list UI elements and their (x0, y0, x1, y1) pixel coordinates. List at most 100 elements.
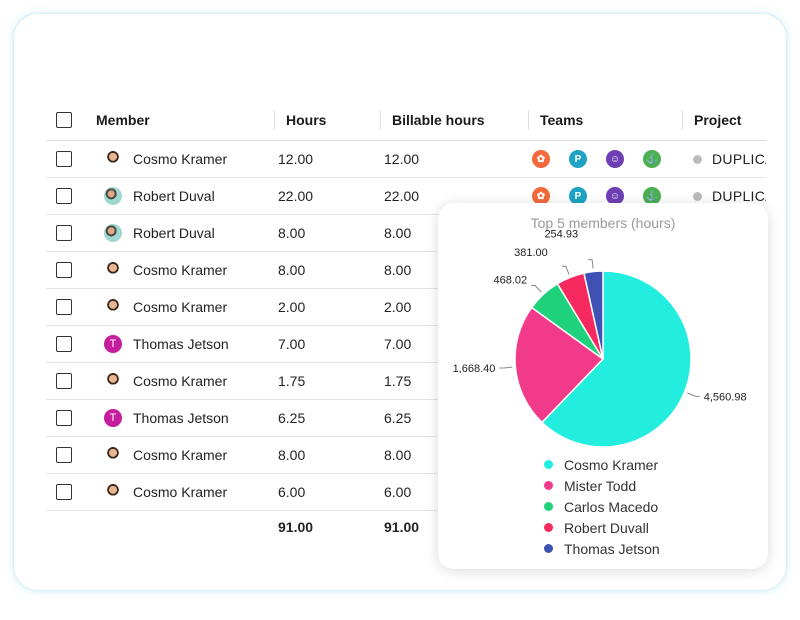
member-cell: T Thomas Jetson (96, 326, 229, 362)
team-orange-icon[interactable]: ✿ (532, 187, 550, 205)
team-anchor-icon[interactable]: ⚓ (643, 187, 661, 205)
member-name: Thomas Jetson (133, 336, 229, 352)
legend-label: Robert Duvall (564, 519, 649, 536)
legend-swatch (544, 544, 553, 553)
project-name[interactable]: DUPLICAT (712, 151, 766, 167)
column-header-billable[interactable]: Billable hours (392, 112, 485, 128)
hours-value: 6.00 (278, 484, 306, 500)
chart-title: Top 5 members (hours) (530, 215, 676, 231)
billable-value: 2.00 (384, 299, 412, 315)
member-name: Thomas Jetson (133, 410, 229, 426)
member-cell: Cosmo Kramer (96, 252, 227, 288)
member-cell: Cosmo Kramer (96, 289, 227, 325)
hours-value: 1.75 (278, 373, 306, 389)
row-checkbox-cell (56, 252, 72, 288)
table-row: Cosmo Kramer 6.00 6.00 (46, 474, 766, 511)
member-cell: Robert Duval (96, 178, 215, 214)
team-p-icon[interactable]: P (569, 150, 587, 168)
legend-label: Carlos Macedo (564, 498, 659, 515)
pie-chart: 4,560.98 1,668.40 468.02 381.00 254.93 (453, 229, 747, 448)
team-p-icon[interactable]: P (569, 187, 587, 205)
column-divider (682, 110, 683, 130)
row-checkbox-cell (56, 363, 72, 399)
member-cell: Cosmo Kramer (96, 363, 227, 399)
avatar (104, 187, 122, 205)
total-billable: 91.00 (384, 519, 420, 535)
row-checkbox[interactable] (56, 299, 72, 315)
billable-value: 22.00 (384, 188, 420, 204)
avatar (104, 261, 122, 279)
avatar (104, 446, 122, 464)
pie-slice[interactable] (583, 270, 604, 360)
row-checkbox-cell (56, 215, 72, 251)
team-anchor-icon[interactable]: ⚓ (643, 150, 661, 168)
column-header-teams[interactable]: Teams (540, 112, 584, 128)
row-checkbox[interactable] (56, 447, 72, 463)
member-cell: T Thomas Jetson (96, 400, 229, 436)
row-checkbox-cell (56, 289, 72, 325)
row-checkbox[interactable] (56, 410, 72, 426)
legend-item[interactable]: Cosmo Kramer (544, 454, 660, 475)
row-checkbox[interactable] (56, 484, 72, 500)
avatar (104, 298, 122, 316)
slice-label: 1,668.40 (453, 363, 496, 375)
select-all-checkbox[interactable] (56, 112, 72, 128)
table-row: Robert Duval 22.00 22.00 ✿ P ☺ ⚓ DUPLICAT (46, 178, 766, 215)
row-checkbox[interactable] (56, 225, 72, 241)
teams-cell: ✿ P ☺ ⚓ (532, 141, 661, 177)
table-row: Cosmo Kramer 12.00 12.00 ✿ P ☺ ⚓ DUPLICAT (46, 141, 766, 178)
column-header-project[interactable]: Project (694, 112, 742, 128)
total-hours: 91.00 (278, 519, 314, 535)
member-cell: Cosmo Kramer (96, 437, 227, 473)
column-header-member[interactable]: Member (96, 112, 150, 128)
project-name[interactable]: DUPLICAT (712, 188, 766, 204)
table-row: Cosmo Kramer 2.00 2.00 (46, 289, 766, 326)
billable-value: 6.25 (384, 410, 412, 426)
slice-leader-line (588, 259, 594, 269)
project-cell: DUPLICAT (686, 141, 766, 177)
member-name: Cosmo Kramer (133, 484, 228, 500)
legend-swatch (544, 460, 553, 469)
pie-slice[interactable] (540, 270, 692, 448)
row-checkbox[interactable] (56, 188, 72, 204)
row-checkbox[interactable] (56, 151, 72, 167)
table-row: Cosmo Kramer 1.75 1.75 (46, 363, 766, 400)
team-orange-icon[interactable]: ✿ (532, 150, 550, 168)
slice-leader-line (561, 265, 570, 275)
project-status-dot (693, 191, 702, 201)
time-table: Member Hours Billable hours Teams Project Cos… (46, 100, 766, 543)
row-checkbox-cell (56, 400, 72, 436)
column-header-hours[interactable]: Hours (286, 112, 327, 128)
row-checkbox-cell (56, 141, 72, 177)
member-name: Cosmo Kramer (133, 151, 228, 167)
team-smile-icon[interactable]: ☺ (606, 187, 624, 205)
project-cell: DUPLICAT (686, 178, 766, 214)
billable-value: 7.00 (384, 336, 412, 352)
hours-value: 12.00 (278, 151, 314, 167)
legend-item[interactable]: Mister Todd (544, 475, 660, 496)
legend-item[interactable]: Thomas Jetson (544, 538, 660, 559)
billable-value: 1.75 (384, 373, 412, 389)
row-checkbox[interactable] (56, 262, 72, 278)
legend-item[interactable]: Robert Duvall (544, 517, 660, 538)
legend-swatch (544, 502, 553, 511)
row-checkbox[interactable] (56, 373, 72, 389)
row-checkbox-cell (56, 474, 72, 510)
row-checkbox[interactable] (56, 336, 72, 352)
member-name: Cosmo Kramer (133, 262, 228, 278)
billable-value: 8.00 (384, 262, 412, 278)
pie-chart-popup: Top 5 members (hours) 4,560.98 1,668.40 46… (438, 203, 768, 569)
team-smile-icon[interactable]: ☺ (606, 150, 624, 168)
hours-value: 6.25 (278, 410, 306, 426)
pie-slice[interactable] (514, 306, 605, 424)
legend-item[interactable]: Carlos Macedo (544, 496, 660, 517)
legend-swatch (544, 523, 553, 532)
hours-value: 22.00 (278, 188, 314, 204)
column-divider (380, 110, 381, 130)
billable-value: 12.00 (384, 151, 420, 167)
slice-label: 4,560.98 (704, 391, 747, 403)
hours-value: 8.00 (278, 225, 306, 241)
table-row: Cosmo Kramer 8.00 8.00 (46, 437, 766, 474)
legend-label: Mister Todd (564, 477, 637, 494)
slice-label: 381.00 (514, 247, 548, 259)
